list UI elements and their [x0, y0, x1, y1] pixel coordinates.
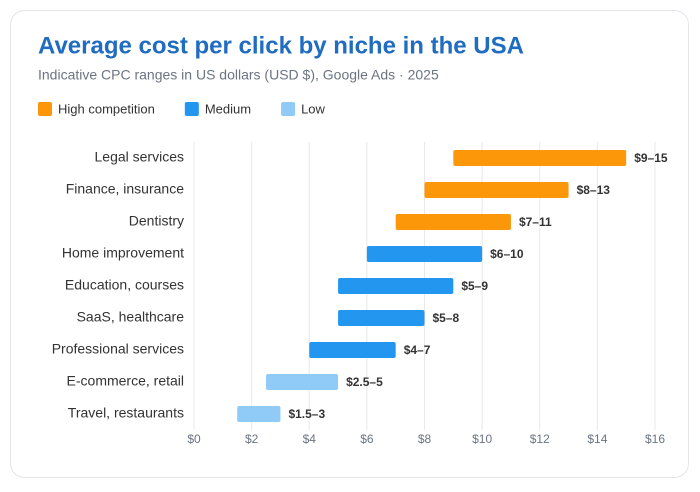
x-tick-label: $8 — [418, 432, 432, 446]
bar — [395, 214, 511, 230]
legend-label: High competition — [58, 101, 155, 116]
legend-label: Low — [301, 101, 325, 116]
x-tick-label: $4 — [303, 432, 317, 446]
bar — [266, 374, 339, 390]
x-tick-label: $6 — [360, 432, 374, 446]
legend-swatch — [184, 102, 199, 116]
legend-swatch — [281, 102, 296, 116]
value-label: $1.5–3 — [288, 407, 325, 421]
bar — [338, 278, 454, 294]
x-tick-label: $0 — [187, 432, 201, 446]
y-tick-label: Legal services — [95, 149, 185, 165]
card — [10, 10, 689, 478]
legend-swatch — [38, 102, 52, 116]
chart-subtitle: Indicative CPC ranges in US dollars (USD… — [38, 67, 439, 83]
value-label: $8–13 — [577, 183, 611, 197]
x-tick-label: $12 — [530, 432, 550, 446]
bar — [237, 406, 281, 422]
value-label: $9–15 — [634, 151, 668, 165]
x-tick-label: $16 — [645, 432, 665, 446]
value-label: $6–10 — [490, 247, 524, 261]
x-tick-label: $14 — [587, 432, 607, 446]
y-tick-label: Home improvement — [62, 245, 184, 261]
y-tick-label: Education, courses — [65, 277, 184, 293]
bar — [424, 182, 569, 198]
legend-label: Medium — [205, 101, 251, 116]
y-tick-label: Finance, insurance — [66, 181, 185, 197]
value-label: $4–7 — [404, 343, 431, 357]
bar — [453, 150, 627, 166]
y-tick-label: Travel, restaurants — [68, 405, 184, 421]
value-label: $7–11 — [519, 215, 552, 229]
x-tick-label: $2 — [245, 432, 259, 446]
y-tick-label: SaaS, healthcare — [77, 309, 185, 325]
chart-title: Average cost per click by niche in the U… — [38, 32, 524, 59]
bar — [309, 342, 396, 358]
value-label: $5–9 — [461, 279, 488, 293]
bar — [338, 310, 425, 326]
value-label: $5–8 — [433, 311, 460, 325]
y-tick-label: E-commerce, retail — [67, 373, 184, 389]
x-tick-label: $10 — [472, 432, 492, 446]
value-label: $2.5–5 — [346, 375, 383, 389]
bar — [366, 246, 483, 262]
y-tick-label: Professional services — [52, 341, 184, 357]
y-tick-label: Dentistry — [129, 213, 184, 229]
